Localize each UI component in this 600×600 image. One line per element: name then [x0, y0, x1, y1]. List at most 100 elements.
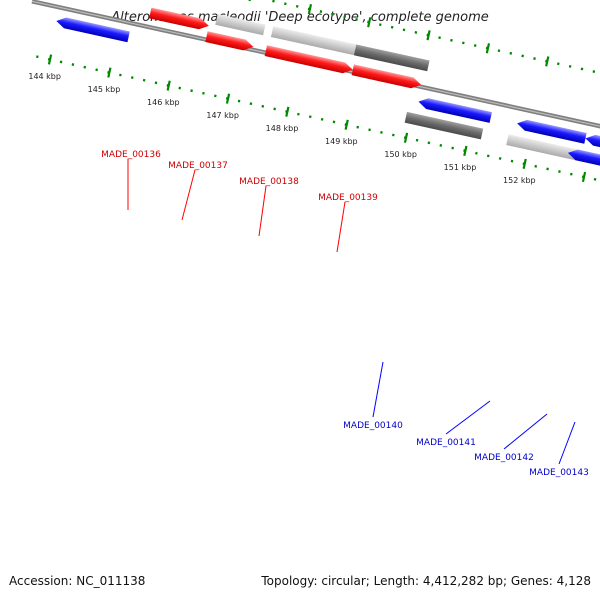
outer-tick-dot [272, 0, 275, 3]
inner-major-tick [581, 171, 587, 183]
inner-tick-dot [498, 157, 502, 160]
inner-tick-dot [368, 128, 371, 132]
inner-tick-dot [475, 151, 478, 155]
outer-major-tick [485, 43, 491, 54]
scale-tick-label: 146 kbp [147, 98, 180, 107]
inner-major-tick [225, 93, 231, 104]
inner-tick-dot [308, 115, 312, 119]
outer-major-tick [426, 30, 431, 41]
inner-tick-dot [391, 133, 395, 137]
outer-tick-dot [331, 12, 335, 16]
feature-block-light [506, 134, 579, 161]
outer-major-tick [545, 56, 550, 67]
inner-tick-dot [178, 86, 182, 90]
inner-major-tick [107, 67, 112, 78]
scale-tick-label: 144 kbp [28, 72, 61, 81]
inner-tick-dot [439, 144, 443, 147]
inner-tick-dot [569, 172, 573, 176]
inner-major-tick [403, 132, 409, 143]
inner-major-tick [166, 80, 171, 91]
scale-tick-label: 151 kbp [444, 163, 477, 172]
inner-tick-dot [486, 154, 490, 158]
gene-arrow-forward [351, 64, 422, 89]
gene-arrow-reverse [585, 134, 600, 155]
scale-tick-label: 149 kbp [325, 137, 358, 146]
gene-arrow-reverse [567, 149, 600, 169]
reverse-gene-label: MADE_00143 [529, 468, 589, 478]
inner-tick-dot [71, 63, 75, 66]
outer-tick-dot [473, 44, 477, 47]
forward-label-leader [258, 185, 267, 237]
inner-tick-dot [546, 167, 549, 171]
inner-tick-dot [380, 130, 383, 134]
feature-block-light [215, 13, 266, 36]
outer-major-tick [307, 4, 313, 15]
outer-major-tick [367, 17, 372, 28]
scale-tick-label: 152 kbp [503, 176, 536, 185]
forward-gene-label: MADE_00139 [318, 193, 378, 203]
inner-tick-dot [35, 55, 39, 59]
reverse-label-leader [503, 413, 548, 450]
forward-label-leader [181, 169, 196, 221]
inner-major-tick [344, 119, 349, 130]
inner-tick-dot [356, 125, 360, 129]
feature-block-dark [353, 44, 430, 72]
reverse-gene-label: MADE_00142 [474, 453, 534, 463]
backbone-line [31, 0, 600, 150]
inner-tick-dot [261, 104, 265, 108]
inner-tick-dot [593, 177, 597, 181]
inner-tick-dot [451, 146, 454, 150]
gene-arrow-forward [149, 7, 209, 30]
outer-major-tick [248, 0, 253, 2]
inner-tick-dot [558, 170, 561, 173]
inner-major-tick [522, 158, 527, 170]
outer-tick-dot [568, 64, 572, 68]
forward-gene-label: MADE_00138 [239, 177, 299, 187]
outer-tick-dot [497, 49, 501, 53]
outer-tick-dot [355, 18, 358, 21]
inner-tick-dot [95, 68, 98, 72]
outer-tick-dot [580, 67, 584, 71]
reverse-label-leader [445, 400, 491, 435]
gene-arrow-reverse [418, 98, 492, 123]
scale-tick-label: 150 kbp [384, 150, 417, 159]
map-title: Alteromonas macleodii 'Deep ecotype', co… [111, 10, 489, 25]
backbone-highlight [31, 0, 600, 148]
reverse-gene-label: MADE_00141 [416, 438, 476, 448]
outer-tick-dot [450, 38, 453, 42]
forward-label-leader [336, 201, 346, 253]
scale-tick-label: 148 kbp [266, 124, 299, 133]
inner-tick-dot [534, 164, 538, 168]
outer-tick-dot [284, 2, 287, 6]
inner-tick-dot [249, 102, 253, 106]
inner-tick-dot [332, 120, 336, 124]
feature-block-dark [404, 111, 484, 140]
inner-major-tick [463, 145, 468, 156]
reverse-label-leader [558, 421, 576, 465]
scale-tick-label: 147 kbp [206, 111, 239, 120]
outer-tick-dot [533, 57, 536, 60]
inner-tick-dot [320, 117, 324, 121]
gene-arrow-reverse [517, 119, 587, 144]
inner-tick-dot [190, 89, 193, 93]
accession-text: Accession: NC_011138 [9, 574, 146, 588]
outer-tick-dot [438, 36, 441, 40]
gene-arrow-forward [264, 45, 353, 74]
outer-tick-dot [319, 10, 323, 13]
inner-tick-dot [202, 91, 205, 95]
inner-tick-dot [237, 99, 241, 103]
outer-tick-dot [521, 54, 524, 58]
inner-tick-dot [119, 73, 122, 77]
scale-tick-label: 145 kbp [88, 85, 121, 94]
inner-major-tick [285, 106, 290, 117]
inner-major-tick [47, 54, 53, 65]
inner-tick-dot [427, 141, 431, 145]
inner-tick-dot [273, 107, 276, 111]
reverse-gene-label: MADE_00140 [343, 421, 403, 431]
feature-block-light [270, 26, 365, 57]
inner-tick-dot [59, 60, 63, 64]
gene-arrow-reverse [56, 17, 130, 43]
inner-tick-dot [510, 159, 514, 163]
inner-tick-dot [142, 78, 146, 82]
topology-text: Topology: circular; Length: 4,412,282 bp… [261, 574, 591, 588]
